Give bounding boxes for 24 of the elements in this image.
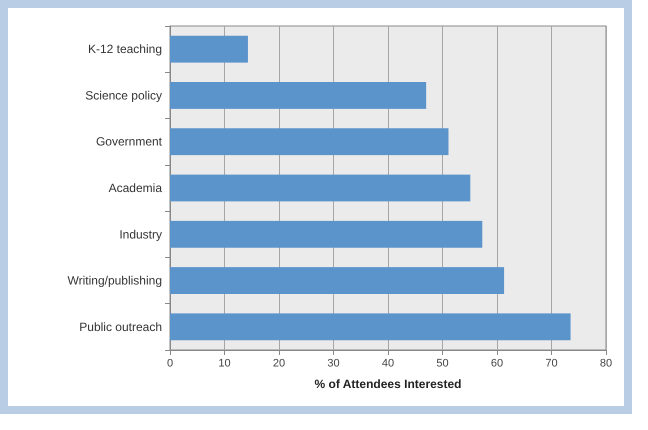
x-tick-label: 50 <box>436 358 449 370</box>
y-tick-label: K-12 teaching <box>88 42 162 56</box>
bar <box>170 128 448 156</box>
x-tick-label: 60 <box>490 358 504 370</box>
x-tick-label: 0 <box>166 358 174 370</box>
x-tick-label: 70 <box>545 358 558 370</box>
bar <box>170 267 504 294</box>
bar <box>170 220 482 248</box>
bar <box>170 36 248 63</box>
y-tick-label: Academia <box>108 181 162 195</box>
x-tick-label: 20 <box>272 358 286 370</box>
y-tick-label: Government <box>96 134 163 149</box>
y-tick-label: Public outreach <box>79 320 162 334</box>
bar <box>170 82 426 109</box>
bar <box>170 174 470 202</box>
y-tick-label: Writing/publishing <box>68 274 162 288</box>
y-tick-label: Industry <box>119 227 162 242</box>
bar <box>170 313 571 340</box>
x-axis-title: % of Attendees Interested <box>314 377 462 391</box>
x-tick-label: 40 <box>382 358 394 370</box>
x-tick-label: 10 <box>218 358 231 370</box>
x-tick-label: 30 <box>327 358 340 370</box>
x-tick-label: 80 <box>600 358 612 370</box>
y-tick-label: Science policy <box>85 88 162 102</box>
